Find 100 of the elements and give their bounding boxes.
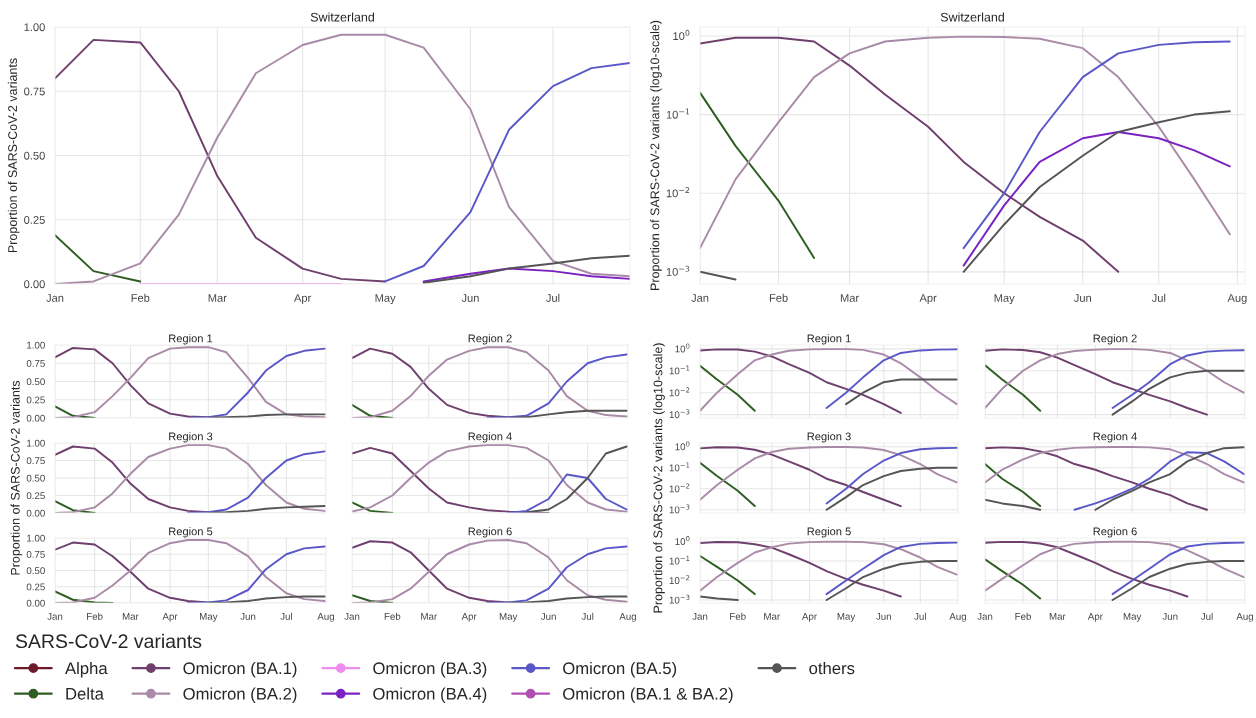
- x-tick-label: May: [375, 294, 396, 305]
- x-tick-label: Jun: [876, 613, 891, 620]
- y-tick-label: 10$^{−1}$: [669, 555, 690, 565]
- x-tick-label: Jun: [1073, 294, 1091, 302]
- chart-title: Region 3: [807, 432, 851, 443]
- y-tick-label: 10$^{−1}$: [669, 462, 690, 472]
- x-tick-label: Jan: [344, 613, 360, 620]
- x-tick-label: Feb: [769, 293, 788, 302]
- y-tick-label: 0.75: [26, 550, 45, 558]
- x-tick-label: Apr: [461, 613, 477, 622]
- x-tick-label: Jul: [1200, 612, 1213, 620]
- x-tick-label: Feb: [87, 612, 103, 620]
- legend-label: Omicron (BA.1 & BA.2): [563, 687, 733, 703]
- y-tick-label: 1.00: [24, 23, 45, 32]
- y-tick-label: 0.75: [26, 457, 45, 465]
- y-tick-label: 0.00: [26, 599, 45, 607]
- x-tick-label: Mar: [1049, 613, 1066, 620]
- x-tick-label: Jul: [914, 612, 926, 620]
- x-tick-label: May: [1123, 613, 1142, 622]
- x-tick-label: May: [994, 294, 1015, 305]
- y-tick-label: 10$^{−2}$: [666, 187, 690, 198]
- legend-label: Omicron (BA.1): [183, 661, 297, 678]
- y-tick-label: 0.50: [26, 378, 45, 386]
- x-tick-label: Jul: [280, 612, 292, 620]
- x-tick-label: May: [499, 613, 518, 622]
- chart-title: Region 2: [468, 334, 512, 345]
- y-tick-label: 0.75: [26, 359, 45, 367]
- x-tick-label: Jan: [47, 613, 63, 620]
- y-tick-label: 0.75: [24, 87, 45, 96]
- x-tick-label: Jan: [977, 613, 993, 620]
- x-tick-label: Mar: [840, 294, 859, 302]
- legend-label: Omicron (BA.4): [373, 687, 487, 703]
- chart-title: Switzerland: [940, 12, 1004, 22]
- x-tick-label: Apr: [1087, 613, 1103, 622]
- y-tick-label: 10$^{0}$: [675, 343, 690, 353]
- legend-title: SARS-CoV-2 variants: [15, 633, 202, 649]
- x-tick-label: Aug: [619, 613, 637, 622]
- x-tick-label: May: [837, 613, 856, 622]
- y-tick-label: 0.25: [24, 216, 45, 224]
- y-tick-label: 10$^{−3}$: [669, 504, 690, 514]
- y-tick-label: 10$^{−2}$: [669, 483, 690, 493]
- x-tick-label: Apr: [919, 294, 937, 305]
- chart-title: Switzerland: [310, 12, 374, 22]
- x-tick-label: Apr: [293, 294, 312, 305]
- x-tick-label: Aug: [949, 613, 967, 622]
- x-tick-label: Mar: [764, 613, 781, 620]
- x-tick-label: Apr: [162, 613, 178, 622]
- legend-label: Delta: [66, 687, 104, 700]
- chart-title: Region 5: [169, 527, 213, 538]
- x-tick-label: May: [200, 613, 218, 622]
- y-tick-label: 0.25: [26, 396, 45, 404]
- y-tick-label: 1.00: [27, 439, 45, 447]
- y-axis-title: Proportion of SARS-CoV-2 variants: [10, 380, 23, 575]
- y-tick-label: 10$^{0}$: [675, 536, 690, 545]
- x-tick-label: Aug: [1236, 613, 1254, 622]
- legend-label: Omicron (BA.3): [373, 661, 487, 678]
- x-tick-label: Aug: [317, 613, 335, 622]
- x-tick-label: Jun: [240, 613, 256, 620]
- y-tick-label: 0.50: [26, 567, 45, 575]
- legend-label: Alpha: [65, 661, 108, 678]
- y-tick-label: 10$^{−3}$: [669, 409, 690, 419]
- x-tick-label: Mar: [421, 613, 438, 620]
- x-tick-label: Jun: [1162, 613, 1178, 620]
- y-tick-label: 10$^{−1}$: [669, 365, 690, 375]
- y-tick-label: 10$^{0}$: [675, 441, 690, 451]
- x-tick-label: Jul: [546, 293, 560, 302]
- x-tick-label: Mar: [208, 294, 227, 302]
- legend-label: Omicron (BA.5): [563, 661, 677, 678]
- y-tick-label: 0.50: [24, 151, 45, 160]
- chart-title: Region 3: [169, 432, 213, 443]
- chart-title: Region 4: [1093, 432, 1137, 443]
- chart-title: Region 5: [807, 527, 851, 538]
- y-tick-label: 10$^{0}$: [673, 29, 690, 41]
- y-tick-label: 1.00: [27, 534, 45, 542]
- x-tick-label: Feb: [384, 612, 401, 620]
- y-tick-label: 10$^{−3}$: [669, 594, 690, 604]
- y-tick-label: 0.00: [26, 414, 45, 422]
- x-tick-label: Mar: [122, 613, 139, 620]
- y-tick-label: 0.25: [26, 583, 45, 591]
- y-tick-label: 0.25: [26, 492, 45, 500]
- legend-label: Omicron (BA.2): [183, 687, 297, 703]
- chart-title: Region 6: [468, 527, 512, 538]
- x-tick-label: Jul: [581, 612, 594, 620]
- chart-title: Region 1: [807, 334, 851, 345]
- x-tick-label: Jun: [540, 613, 556, 620]
- x-tick-label: Aug: [1227, 294, 1247, 305]
- x-tick-label: Feb: [131, 293, 150, 302]
- x-tick-label: Jan: [691, 294, 709, 302]
- y-tick-label: 10$^{−3}$: [666, 265, 690, 276]
- chart-title: Region 2: [1093, 334, 1137, 345]
- y-axis-title: Proportion of SARS-CoV-2 variants (log10-scale): [650, 20, 662, 290]
- y-axis-title: Proportion of SARS-CoV-2 variants (log10-scale): [653, 343, 665, 613]
- y-tick-label: 10$^{−2}$: [669, 575, 690, 585]
- chart-title: Region 4: [468, 432, 512, 443]
- x-tick-label: Feb: [730, 612, 746, 620]
- y-tick-label: 0.00: [26, 509, 45, 517]
- x-tick-label: Jan: [46, 294, 64, 302]
- x-tick-label: Jun: [461, 294, 479, 302]
- chart-title: Region 6: [1093, 527, 1137, 538]
- y-tick-label: 1.00: [27, 341, 45, 349]
